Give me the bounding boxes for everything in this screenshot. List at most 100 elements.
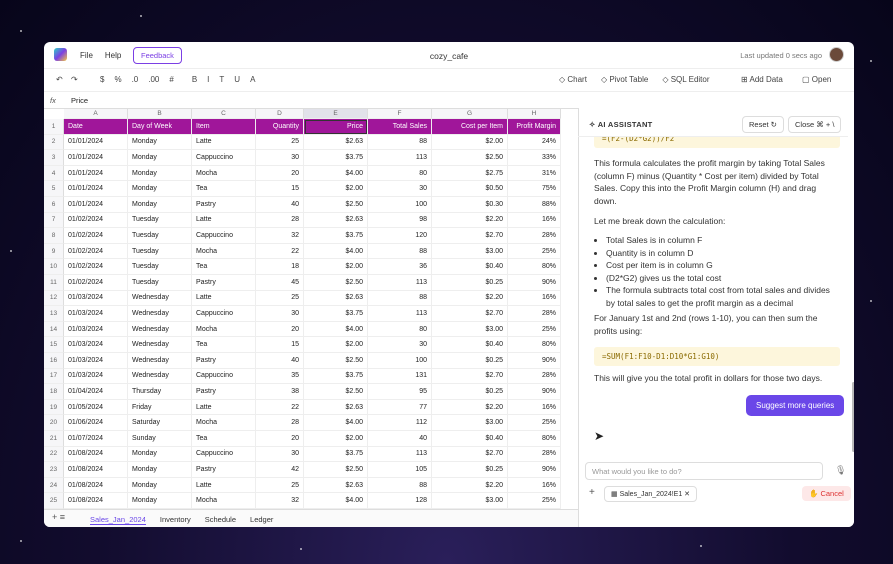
cell[interactable]: $0.30 — [432, 197, 508, 213]
sheet-tab[interactable]: Sales_Jan_2024 — [90, 515, 146, 525]
cell[interactable]: Cappuccino — [192, 368, 256, 385]
header-cell[interactable]: Total Sales — [368, 119, 432, 135]
cell[interactable]: Mocha — [192, 415, 256, 431]
cell[interactable]: 88 — [368, 290, 432, 307]
cell[interactable]: $0.40 — [432, 259, 508, 275]
cell[interactable]: Wednesday — [128, 306, 192, 322]
cell[interactable]: $3.00 — [432, 243, 508, 260]
header-cell[interactable]: Item — [192, 119, 256, 135]
cell[interactable]: Monday — [128, 134, 192, 151]
cell[interactable]: 90% — [508, 353, 561, 369]
cell[interactable]: $3.75 — [304, 368, 368, 385]
cell[interactable]: 77 — [368, 399, 432, 416]
context-chip[interactable]: ▦ Sales_Jan_2024!E1 ✕ — [604, 486, 698, 502]
cell[interactable]: Monday — [128, 165, 192, 182]
cell[interactable]: 01/08/2024 — [64, 477, 128, 494]
cell[interactable]: 01/07/2024 — [64, 431, 128, 447]
header-cell[interactable]: Price — [304, 119, 368, 135]
cell[interactable]: Monday — [128, 477, 192, 494]
add-data-button[interactable]: ⊞ Add Data — [741, 75, 783, 84]
cell[interactable]: 16% — [508, 212, 561, 229]
header-cell[interactable]: Quantity — [256, 119, 304, 135]
cell[interactable]: 90% — [508, 275, 561, 291]
header-cell[interactable]: Cost per Item — [432, 119, 508, 135]
cell[interactable]: 40 — [256, 197, 304, 213]
undo[interactable]: ↶ — [56, 75, 63, 84]
cell[interactable]: 30 — [256, 150, 304, 166]
cell[interactable]: 20 — [256, 431, 304, 447]
cell[interactable]: Latte — [192, 290, 256, 307]
cell[interactable]: $2.50 — [304, 275, 368, 291]
cell[interactable]: $4.00 — [304, 243, 368, 260]
cell[interactable]: $2.50 — [304, 353, 368, 369]
cell[interactable]: 128 — [368, 493, 432, 509]
format-button[interactable]: $ — [100, 75, 105, 84]
header-cell[interactable]: Day of Week — [128, 119, 192, 135]
format-button[interactable]: % — [114, 75, 122, 84]
cell[interactable]: Wednesday — [128, 353, 192, 369]
cell[interactable]: $0.25 — [432, 384, 508, 400]
cell[interactable]: 25% — [508, 493, 561, 509]
cell[interactable]: 113 — [368, 306, 432, 322]
cell[interactable]: 40 — [368, 431, 432, 447]
cell[interactable]: 90% — [508, 384, 561, 400]
reset-button[interactable]: Reset ↻ — [742, 116, 784, 133]
cell[interactable]: Latte — [192, 477, 256, 494]
cell[interactable]: 01/01/2024 — [64, 150, 128, 166]
cell[interactable]: 25 — [256, 290, 304, 307]
cell[interactable]: Tea — [192, 181, 256, 197]
cell[interactable]: 88 — [368, 243, 432, 260]
cell[interactable]: Mocha — [192, 243, 256, 260]
open-button[interactable]: ▢ Open — [802, 75, 832, 84]
cell[interactable]: $2.63 — [304, 399, 368, 416]
format-button[interactable]: U — [234, 75, 241, 84]
cell[interactable]: $4.00 — [304, 493, 368, 509]
menu-item[interactable]: File — [80, 51, 93, 60]
cell[interactable]: $2.63 — [304, 212, 368, 229]
cell[interactable]: 01/03/2024 — [64, 290, 128, 307]
cell[interactable]: 18 — [256, 259, 304, 275]
cell[interactable]: $2.63 — [304, 477, 368, 494]
toolbar-action[interactable]: ◇ SQL Editor — [662, 75, 710, 84]
cell[interactable]: $0.40 — [432, 431, 508, 447]
cell[interactable]: 32 — [256, 228, 304, 244]
cell[interactable]: 131 — [368, 368, 432, 385]
cell[interactable]: Cappuccino — [192, 150, 256, 166]
cell[interactable]: 45 — [256, 275, 304, 291]
cell[interactable]: $2.63 — [304, 134, 368, 151]
cell[interactable]: 35 — [256, 368, 304, 385]
cell[interactable]: Mocha — [192, 321, 256, 338]
cell[interactable]: $0.40 — [432, 337, 508, 353]
cell[interactable]: 01/08/2024 — [64, 493, 128, 509]
cell[interactable]: 20 — [256, 321, 304, 338]
cell[interactable]: 30 — [256, 446, 304, 463]
cell[interactable]: $4.00 — [304, 165, 368, 182]
cell[interactable]: 28% — [508, 228, 561, 244]
cell[interactable]: Pastry — [192, 384, 256, 400]
cell[interactable]: Cappuccino — [192, 228, 256, 244]
cell[interactable]: Wednesday — [128, 290, 192, 307]
cell[interactable]: 01/01/2024 — [64, 134, 128, 151]
cell[interactable]: 28% — [508, 446, 561, 463]
cell[interactable]: Monday — [128, 181, 192, 197]
redo[interactable]: ↷ — [71, 75, 78, 84]
cell[interactable]: $2.00 — [304, 431, 368, 447]
cell[interactable]: 80 — [368, 165, 432, 182]
cell[interactable]: 01/02/2024 — [64, 228, 128, 244]
cell[interactable]: 80% — [508, 259, 561, 275]
cell[interactable]: 25 — [256, 134, 304, 151]
cell[interactable]: Tuesday — [128, 212, 192, 229]
cell[interactable]: 01/03/2024 — [64, 337, 128, 353]
formula-content[interactable]: Price — [71, 96, 89, 105]
format-button[interactable]: # — [169, 75, 174, 84]
cell[interactable]: Pastry — [192, 197, 256, 213]
cell[interactable]: $0.50 — [432, 181, 508, 197]
cell[interactable]: Monday — [128, 462, 192, 478]
cell[interactable]: 01/02/2024 — [64, 212, 128, 229]
cell[interactable]: 95 — [368, 384, 432, 400]
cell[interactable]: 01/03/2024 — [64, 353, 128, 369]
header-cell[interactable]: Profit Margin — [508, 119, 561, 135]
cell[interactable]: Tuesday — [128, 275, 192, 291]
cell[interactable]: 36 — [368, 259, 432, 275]
cell[interactable]: 01/03/2024 — [64, 368, 128, 385]
